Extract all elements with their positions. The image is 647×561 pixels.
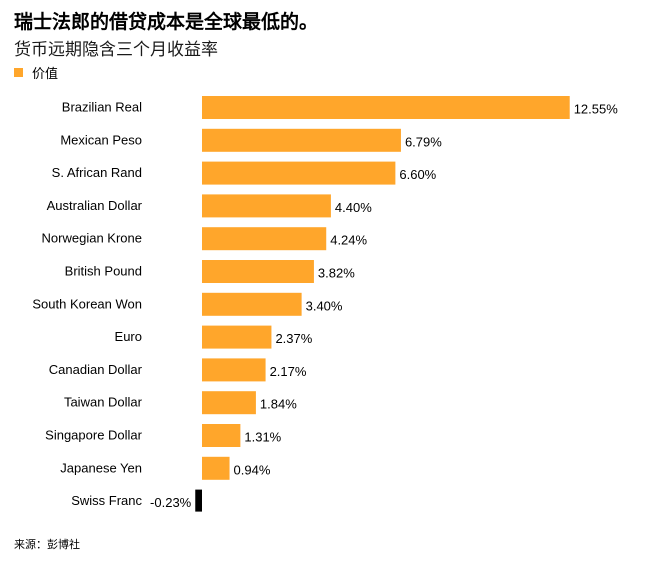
legend-swatch (14, 68, 23, 77)
bar (202, 161, 396, 185)
data-label: 2.37% (275, 331, 312, 346)
category-label: Norwegian Krone (42, 231, 142, 246)
source-note: 来源：彭博社 (14, 539, 80, 551)
bar (202, 456, 230, 480)
category-label: S. African Rand (52, 165, 142, 180)
legend-label: 价值 (32, 66, 59, 81)
bar (202, 128, 401, 152)
category-label: Canadian Dollar (49, 362, 143, 377)
category-label: Swiss Franc (71, 493, 142, 508)
bar (202, 325, 272, 349)
data-label: 6.79% (405, 134, 442, 149)
chart-title: 瑞士法郎的借贷成本是全球最低的。 (14, 12, 319, 33)
data-label: 2.17% (270, 364, 307, 379)
bar (202, 358, 266, 382)
bar (202, 292, 302, 316)
category-label: Brazilian Real (62, 100, 142, 115)
bar (202, 194, 331, 218)
category-label: Singapore Dollar (45, 428, 143, 443)
data-label: 4.24% (330, 233, 367, 248)
bar (202, 391, 256, 415)
data-label: -0.23% (150, 495, 192, 510)
bar (202, 96, 570, 119)
data-label: 0.94% (234, 462, 271, 477)
bar (202, 260, 314, 283)
bar (202, 227, 327, 251)
data-label: 6.60% (399, 167, 436, 182)
data-label: 3.40% (306, 298, 343, 313)
legend: 价值 (14, 63, 58, 82)
category-label: Taiwan Dollar (64, 395, 143, 410)
data-label: 1.84% (260, 397, 297, 412)
category-label: Mexican Peso (60, 132, 142, 147)
category-label: British Pound (65, 264, 142, 279)
category-label: Australian Dollar (47, 198, 143, 213)
chart-subtitle: 货币远期隐含三个月收益率 (14, 40, 218, 59)
data-label: 1.31% (244, 430, 281, 445)
data-label: 12.55% (574, 102, 619, 117)
category-label: Japanese Yen (60, 460, 142, 475)
bar (202, 424, 241, 447)
data-label: 3.82% (318, 266, 355, 281)
data-label: 4.40% (335, 200, 372, 215)
bar (195, 489, 202, 512)
category-label: Euro (115, 329, 142, 344)
category-label: South Korean Won (32, 296, 142, 311)
